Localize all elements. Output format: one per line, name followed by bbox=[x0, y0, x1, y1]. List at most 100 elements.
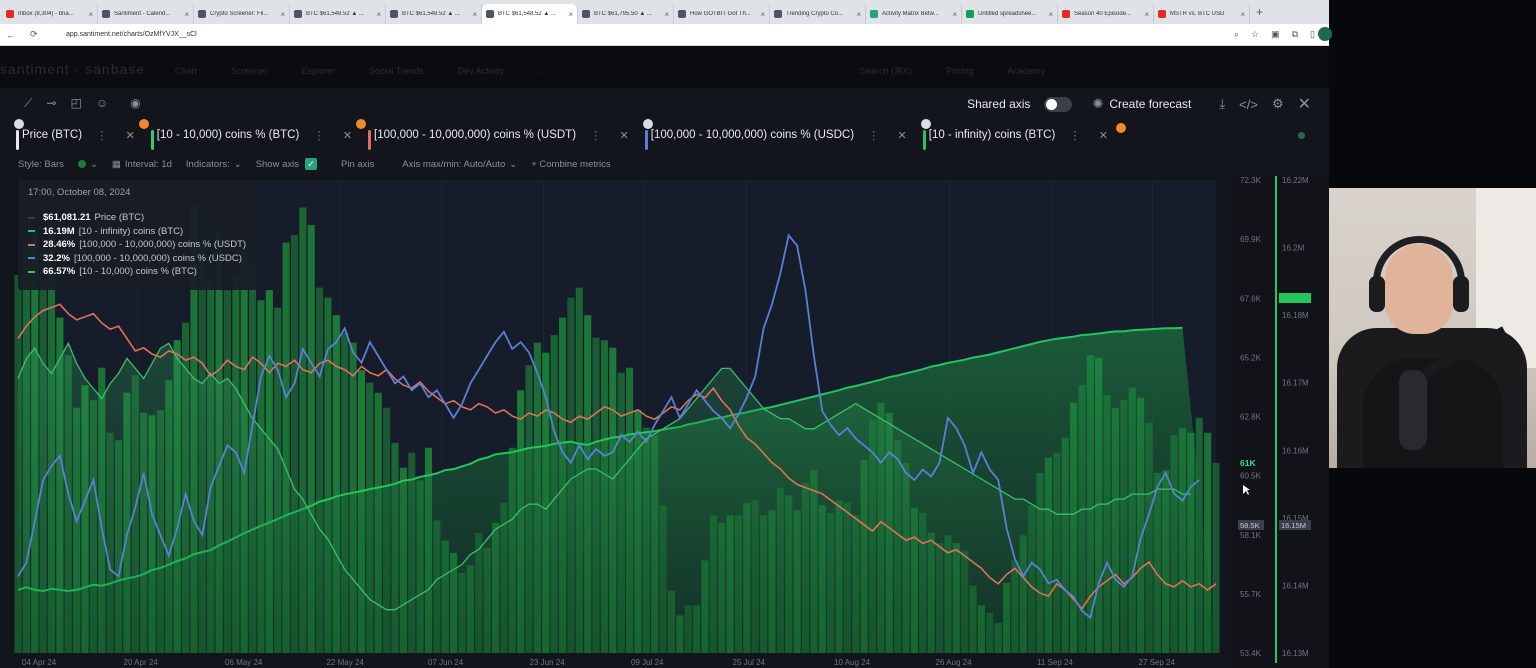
browser-tab[interactable]: Santiment - Calend... × bbox=[98, 4, 194, 24]
app-nav-item[interactable]: Social Trends bbox=[369, 66, 424, 76]
new-tab-icon[interactable]: + bbox=[1256, 5, 1264, 19]
browser-tab[interactable]: Crypto Screener: Fil... × bbox=[194, 4, 290, 24]
metric-chip[interactable]: [10 - 10,000) coins % (BTC) ⋮ ✕ bbox=[135, 119, 353, 150]
metric-menu-icon[interactable]: ⋮ bbox=[96, 130, 108, 142]
embed-code-icon[interactable]: </> bbox=[1239, 96, 1258, 112]
tab-favicon-icon bbox=[102, 10, 110, 18]
browser-tab[interactable]: Season 40 Episode... × bbox=[1058, 4, 1154, 24]
back-icon[interactable]: ← bbox=[6, 29, 15, 40]
zoom-icon[interactable]: ⌕ bbox=[1233, 29, 1240, 39]
remove-metric-icon[interactable]: ✕ bbox=[897, 129, 907, 142]
app-nav-item[interactable]: Screener bbox=[231, 66, 268, 76]
price-axis-tick: 62.8K bbox=[1240, 413, 1262, 422]
shared-axis-toggle[interactable] bbox=[1044, 96, 1073, 112]
metric-menu-icon[interactable]: ⋮ bbox=[313, 130, 325, 142]
close-icon[interactable]: ✕ bbox=[1297, 96, 1311, 113]
screenshot-icon[interactable]: ▣ bbox=[1271, 29, 1280, 39]
browser-tab[interactable]: BTC $61,548.52 ▲ ... × bbox=[386, 4, 482, 24]
browser-tab[interactable]: Untitled spreadshee... × bbox=[962, 4, 1058, 24]
app-nav-right-item[interactable]: Academy bbox=[1007, 66, 1046, 76]
tab-close-icon[interactable]: × bbox=[1048, 9, 1053, 19]
tab-favicon-icon bbox=[678, 10, 686, 18]
metric-color-bar bbox=[16, 130, 19, 150]
tab-label: BTC $61,548.52 ▲ ... bbox=[402, 11, 460, 17]
tab-favicon-icon bbox=[486, 10, 494, 18]
coins-badge: 16.15M bbox=[1281, 521, 1306, 530]
chart-canvas[interactable]: 04 Apr 24 20 Apr 24 06 May 24 22 May 24 07 J… bbox=[0, 88, 1329, 668]
indicators-select[interactable]: Indicators: bbox=[185, 158, 230, 170]
line-tool-icon[interactable]: ⟋ bbox=[24, 96, 33, 110]
tab-label: Inbox (8,304) - bria... bbox=[18, 11, 74, 17]
tab-close-icon[interactable]: × bbox=[760, 9, 765, 19]
tab-close-icon[interactable]: × bbox=[856, 9, 861, 19]
chevron-down-icon[interactable]: ⌄ bbox=[509, 158, 518, 170]
app-nav-right-item[interactable]: Search (⌘K) bbox=[860, 66, 913, 76]
app-nav-item[interactable]: ... bbox=[538, 66, 546, 76]
color-picker[interactable] bbox=[77, 160, 86, 168]
tab-close-icon[interactable]: × bbox=[664, 9, 669, 19]
bookmark-star-icon[interactable]: ☆ bbox=[1251, 29, 1260, 39]
tab-close-icon[interactable]: × bbox=[1144, 9, 1149, 19]
tab-close-icon[interactable]: × bbox=[472, 9, 477, 19]
pin-axis-button[interactable]: Pin axis bbox=[341, 158, 375, 170]
remove-metric-icon[interactable]: ✕ bbox=[125, 129, 135, 142]
metric-chip[interactable]: [100,000 - 10,000,000) coins % (USDT) ⋮ ✕ bbox=[352, 119, 629, 150]
note-tool-icon[interactable]: ◰ bbox=[70, 96, 82, 110]
app-nav-right-item[interactable]: Pricing bbox=[946, 66, 974, 76]
reload-icon[interactable]: ⟳ bbox=[30, 29, 38, 39]
x-tick-label: 22 May 24 bbox=[327, 658, 365, 667]
headphone-cup-right bbox=[1453, 276, 1469, 312]
browser-tab[interactable]: Trending Crypto Co... × bbox=[770, 4, 866, 24]
interval-select[interactable]: Interval: 1d bbox=[124, 158, 172, 170]
metric-chip[interactable]: [10 - infinity) coins (BTC) ⋮ ✕ bbox=[907, 119, 1108, 150]
metric-list: Price (BTC) ⋮ ✕ [10 - 10,000) coins % (BTC)… bbox=[0, 119, 1126, 150]
sidebar-icon[interactable]: ▯ bbox=[1310, 29, 1315, 39]
browser-tab[interactable]: BTC $61,548.52 ▲ ... × bbox=[290, 4, 386, 24]
browser-tab[interactable]: BTC $61,795.50 ▲ ... × bbox=[578, 4, 674, 24]
tab-close-icon[interactable]: × bbox=[88, 9, 93, 19]
axis-maxmin-select[interactable]: Axis max/min: Auto/Auto bbox=[402, 158, 506, 170]
metric-menu-icon[interactable]: ⋮ bbox=[868, 130, 880, 142]
tab-close-icon[interactable]: × bbox=[184, 9, 189, 19]
download-icon[interactable]: ⤓ bbox=[1219, 96, 1226, 111]
browser-tab[interactable]: How GOTBIT Got Th... × bbox=[674, 4, 770, 24]
app-nav-item[interactable]: Explorer bbox=[301, 66, 336, 76]
drawing-tools: ⟋ ⊸ ◰ ☺ ◉ bbox=[24, 96, 141, 111]
remove-metric-icon[interactable]: ✕ bbox=[619, 129, 629, 142]
hline-tool-icon[interactable]: ⊸ bbox=[46, 96, 57, 110]
browser-tab[interactable]: Inbox (8,304) - bria... × bbox=[2, 4, 98, 24]
address-bar[interactable]: ← ⟳ app.santiment.net/charts/OzMfYVJX__s… bbox=[0, 24, 1329, 46]
eye-icon[interactable]: ◉ bbox=[130, 96, 141, 110]
btc-10-10000-line bbox=[17, 341, 1191, 611]
tab-label: Trending Crypto Co... bbox=[786, 11, 844, 17]
metric-chip[interactable]: [100,000 - 10,000,000) coins % (USDC) ⋮ ✕ bbox=[629, 119, 907, 150]
metric-chip[interactable]: Price (BTC) ⋮ ✕ bbox=[0, 119, 135, 150]
metric-menu-icon[interactable]: ⋮ bbox=[590, 130, 602, 142]
show-axis-checkbox[interactable]: ✓ bbox=[305, 158, 317, 170]
tab-close-icon[interactable]: × bbox=[280, 9, 285, 19]
remove-metric-icon[interactable]: ✕ bbox=[1098, 129, 1108, 142]
browser-tab[interactable]: Activity Matrix Betw... × bbox=[866, 4, 962, 24]
browser-tab[interactable]: MSTR vs. BTC USD × bbox=[1154, 4, 1250, 24]
extensions-icon[interactable]: ⧉ bbox=[1291, 29, 1299, 39]
tab-close-icon[interactable]: × bbox=[952, 9, 957, 19]
settings-gear-icon[interactable]: ⚙ bbox=[1271, 96, 1284, 111]
combine-metrics-button[interactable]: + Combine metrics bbox=[531, 158, 611, 170]
app-nav-item[interactable]: Chart bbox=[175, 66, 198, 76]
create-forecast-button[interactable]: ✺ Create forecast bbox=[1092, 96, 1191, 112]
tab-close-icon[interactable]: × bbox=[568, 9, 573, 19]
metric-menu-icon[interactable]: ⋮ bbox=[1069, 130, 1081, 142]
tab-close-icon[interactable]: × bbox=[376, 9, 381, 19]
chevron-down-icon[interactable]: ⌄ bbox=[89, 158, 98, 170]
price-bar bbox=[316, 287, 324, 653]
emoji-tool-icon[interactable]: ☺ bbox=[95, 96, 109, 110]
style-select[interactable]: Style: Bars bbox=[18, 158, 64, 170]
app-nav-item[interactable]: Dev Activity bbox=[457, 66, 505, 76]
profile-avatar[interactable] bbox=[1318, 27, 1332, 41]
tab-close-icon[interactable]: × bbox=[1240, 9, 1245, 19]
remove-metric-icon[interactable]: ✕ bbox=[342, 129, 353, 142]
browser-tab[interactable]: BTC $61,548.52 ▲ ... × bbox=[482, 4, 578, 24]
url-text[interactable]: app.santiment.net/charts/OzMfYVJX__sCl bbox=[66, 31, 197, 38]
chevron-down-icon[interactable]: ⌄ bbox=[233, 158, 242, 170]
price-axis-tick: 60.5K bbox=[1240, 472, 1262, 481]
